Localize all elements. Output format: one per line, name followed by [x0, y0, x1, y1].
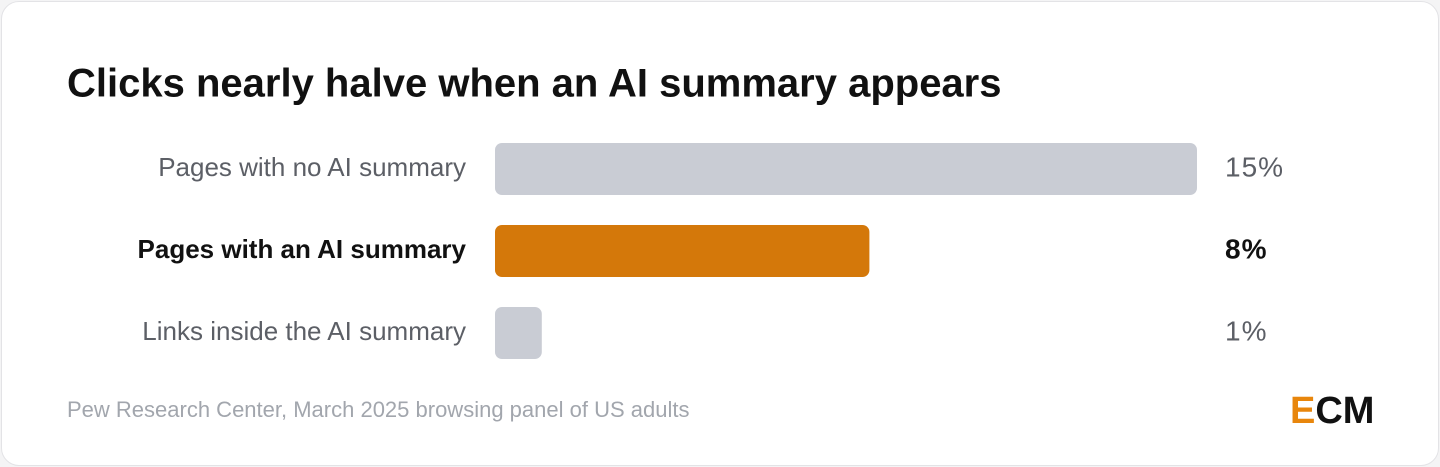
value-label: 1% [1225, 315, 1267, 346]
source: Pew Research Center, March 2025 browsing… [67, 397, 689, 422]
value-label: 8% [1225, 233, 1267, 264]
bar [495, 143, 1197, 195]
category-label: Pages with an AI summary [138, 234, 467, 264]
value-label: 15% [1225, 151, 1284, 182]
category-label: Pages with no AI summary [158, 152, 466, 182]
bar [495, 225, 870, 277]
bar [495, 307, 542, 359]
logo: ECM [1290, 390, 1375, 432]
chart-title: Clicks nearly halve when an AI summary a… [67, 62, 1002, 106]
category-label: Links inside the AI summary [142, 316, 466, 346]
